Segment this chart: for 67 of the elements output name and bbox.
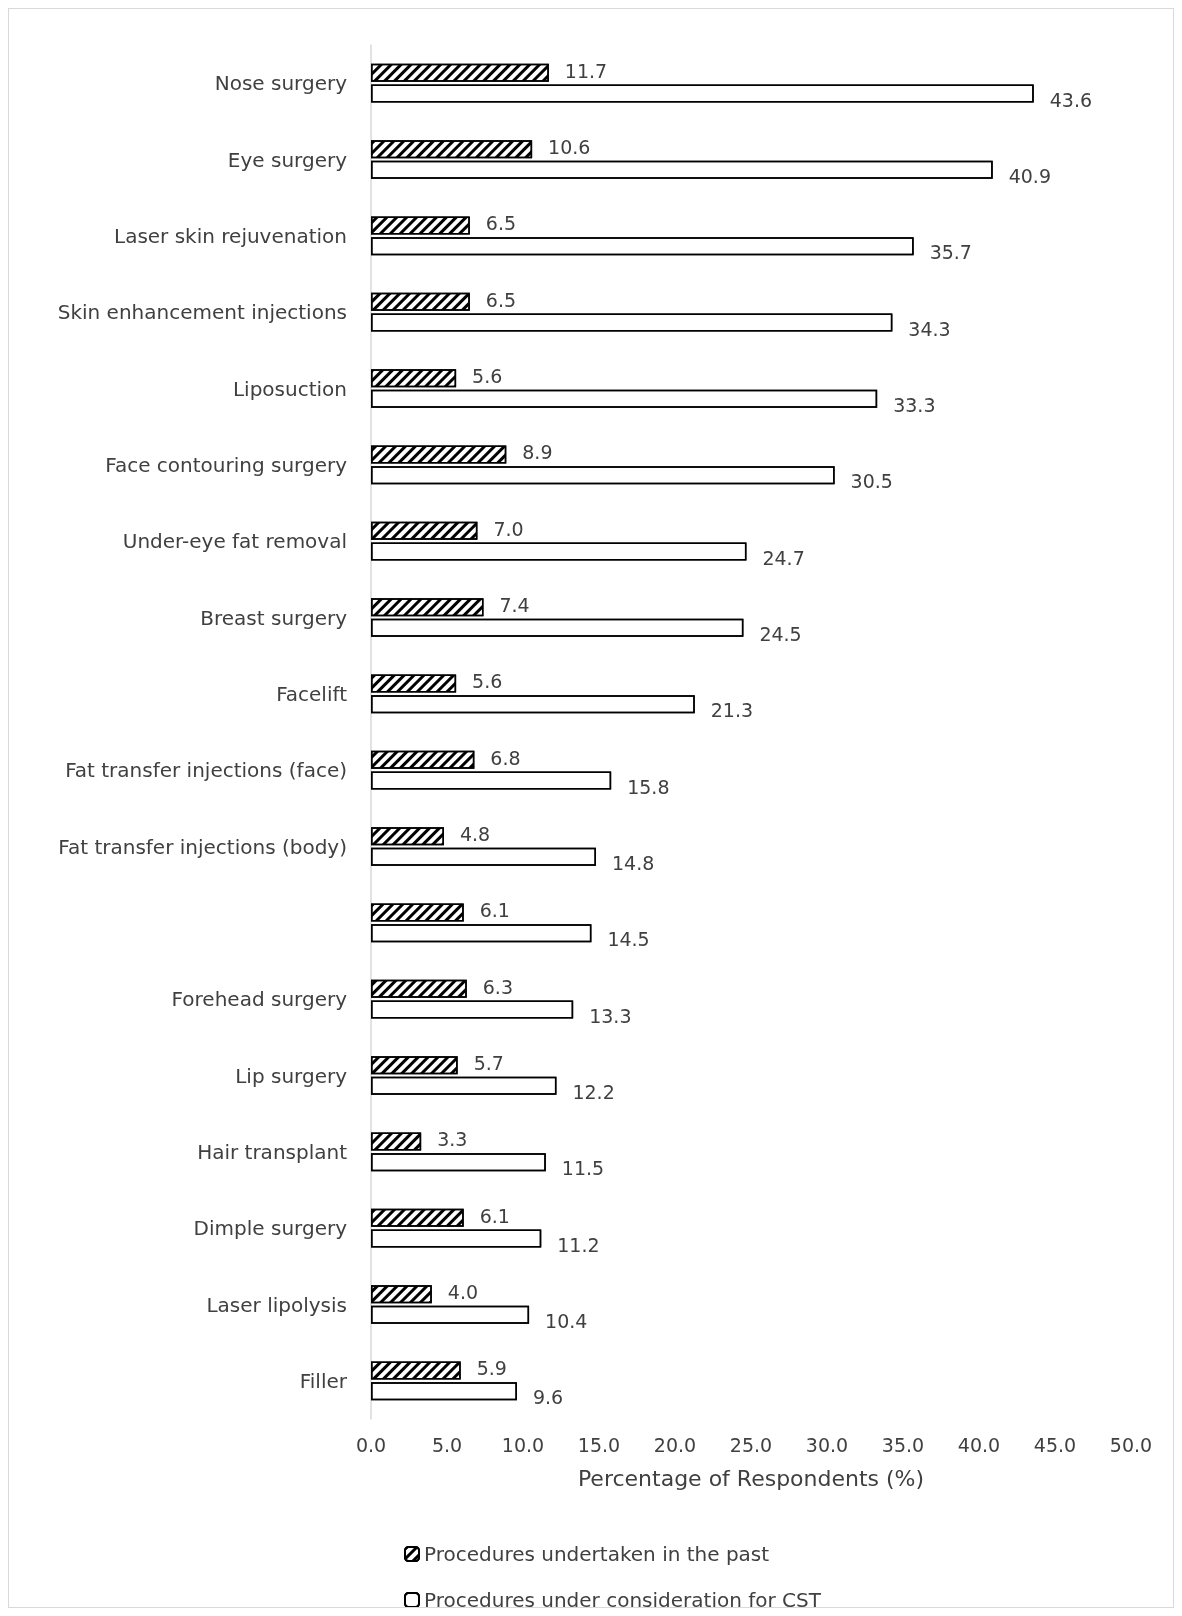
legend-label: Procedures undertaken in the past — [424, 1542, 770, 1566]
y-tick-label: Laser skin rejuvenation — [114, 223, 347, 248]
x-axis-title: Percentage of Respondents (%) — [577, 1465, 925, 1491]
data-label: 13.3 — [589, 1004, 632, 1027]
data-label: 5.6 — [472, 670, 503, 693]
data-label: 14.5 — [607, 928, 650, 951]
x-tick-label: 15.0 — [577, 1433, 621, 1456]
data-label: 10.6 — [548, 136, 591, 159]
y-tick-label: Under-eye fat removal — [122, 529, 347, 554]
y-tick-label: Fat transfer injections (body) — [58, 834, 347, 859]
data-label: 12.2 — [572, 1080, 615, 1103]
data-label: 35.7 — [929, 241, 972, 264]
x-tick-label: 40.0 — [957, 1433, 1001, 1456]
x-tick-label: 25.0 — [729, 1433, 773, 1456]
y-tick-label: Liposuction — [232, 376, 347, 401]
data-label: 10.4 — [545, 1309, 588, 1332]
x-tick-label: 5.0 — [431, 1433, 463, 1456]
legend-label: Procedures under consideration for CST — [424, 1588, 822, 1612]
y-tick-label: Nose surgery — [214, 71, 348, 96]
data-label: 5.6 — [472, 365, 503, 388]
data-label: 6.5 — [485, 288, 517, 311]
x-tick-label: 30.0 — [805, 1433, 849, 1456]
y-tick-label: Facelift — [276, 681, 348, 706]
data-label: 6.1 — [479, 1204, 510, 1227]
data-label: 34.3 — [908, 317, 951, 340]
data-label: 7.0 — [493, 517, 524, 540]
x-tick-label: 35.0 — [881, 1433, 925, 1456]
data-label: 9.6 — [532, 1386, 564, 1409]
data-label: 5.9 — [476, 1357, 507, 1380]
x-tick-label: 50.0 — [1109, 1433, 1153, 1456]
data-label: 14.8 — [611, 851, 655, 874]
data-label: 24.7 — [762, 546, 805, 569]
x-tick-label: 20.0 — [653, 1433, 697, 1456]
y-tick-label: Laser lipolysis — [206, 1292, 347, 1317]
data-label: 6.5 — [485, 212, 517, 235]
data-label: 43.6 — [1049, 88, 1093, 111]
data-label: 6.3 — [482, 975, 513, 998]
y-tick-label: Breast surgery — [200, 605, 348, 630]
data-label: 11.2 — [557, 1233, 600, 1256]
data-label: 4.8 — [459, 823, 491, 846]
x-tick-label: 10.0 — [501, 1433, 545, 1456]
y-tick-label: Skin enhancement injections — [57, 300, 347, 325]
data-label: 7.4 — [499, 594, 530, 617]
x-tick-label: 0.0 — [355, 1433, 387, 1456]
data-label: 6.1 — [479, 899, 510, 922]
data-label: 5.7 — [473, 1052, 504, 1075]
x-tick-label: 45.0 — [1033, 1433, 1077, 1456]
data-label: 30.5 — [850, 470, 893, 493]
y-tick-label: Forehead surgery — [171, 987, 348, 1012]
y-tick-label: Filler — [299, 1368, 348, 1393]
data-label: 4.0 — [447, 1281, 479, 1304]
data-label: 11.7 — [564, 59, 608, 82]
data-label: 6.8 — [490, 746, 521, 769]
data-label: 33.3 — [893, 393, 936, 416]
data-label: 3.3 — [437, 1128, 468, 1151]
data-label: 40.9 — [1008, 164, 1051, 187]
y-tick-label: Dimple surgery — [193, 1216, 348, 1241]
y-tick-label: Lip surgery — [235, 1063, 348, 1088]
y-tick-label: Face contouring surgery — [105, 452, 348, 477]
data-label: 8.9 — [522, 441, 553, 464]
data-label: 24.5 — [759, 622, 802, 645]
data-label: 21.3 — [710, 699, 754, 722]
y-tick-label: Hair transplant — [197, 1139, 348, 1164]
y-tick-label: Eye surgery — [227, 147, 348, 172]
y-tick-label: Fat transfer injections (face) — [65, 758, 347, 783]
data-label: 15.8 — [627, 775, 670, 798]
data-label: 11.5 — [561, 1157, 605, 1180]
